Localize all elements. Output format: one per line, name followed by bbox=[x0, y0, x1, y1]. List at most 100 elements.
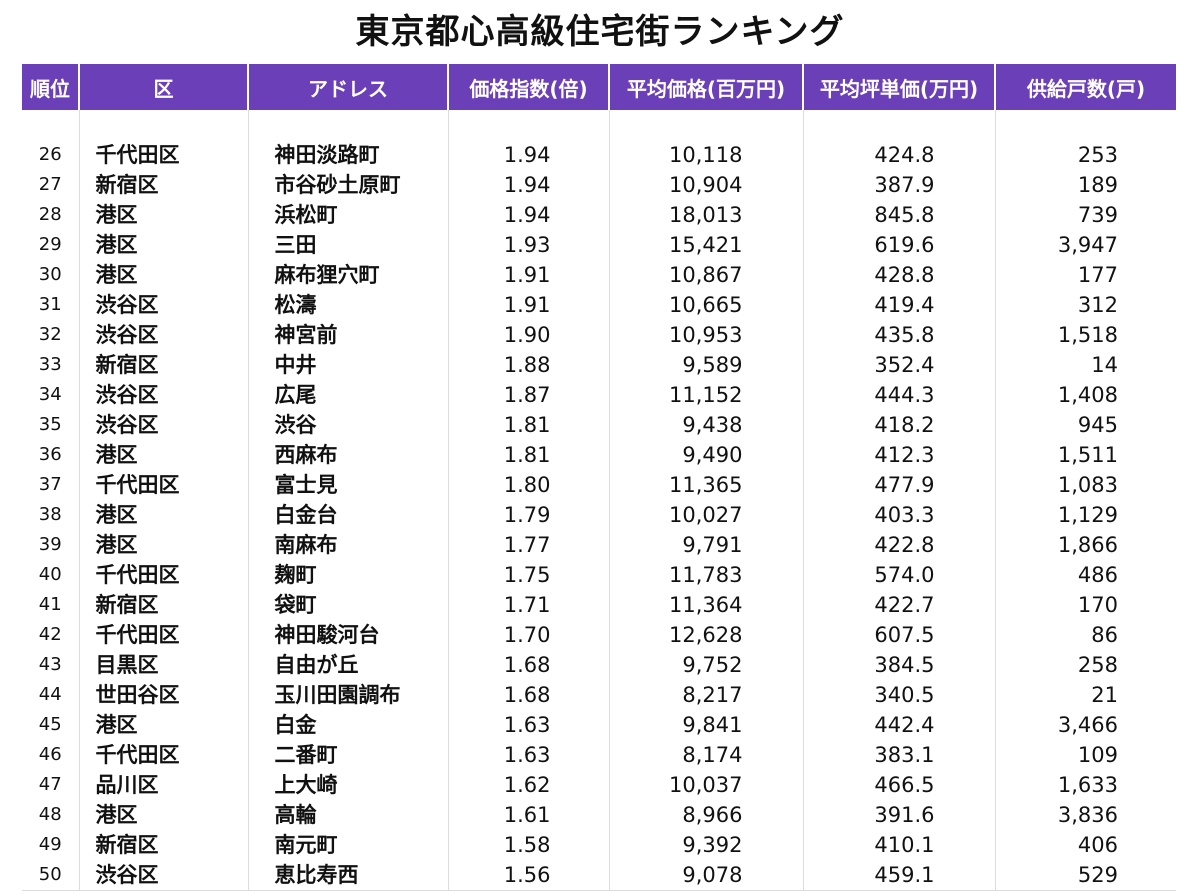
avg-tsubo-price-cell: 424.8 bbox=[802, 140, 995, 170]
address-cell: 市谷砂土原町 bbox=[247, 170, 448, 200]
table-row: 32 渋谷区 神宮前 1.90 10,953 435.8 1,518 bbox=[22, 320, 1176, 350]
avg-tsubo-price-cell: 845.8 bbox=[802, 200, 995, 230]
avg-tsubo-price-cell: 387.9 bbox=[802, 170, 995, 200]
address-cell: 高輪 bbox=[247, 800, 448, 830]
address-cell: 渋谷 bbox=[247, 410, 448, 440]
avg-price-cell: 15,421 bbox=[608, 230, 803, 260]
avg-tsubo-price-cell: 419.4 bbox=[802, 290, 995, 320]
table-row: 40 千代田区 麹町 1.75 11,783 574.0 486 bbox=[22, 560, 1176, 590]
units-cell: 253 bbox=[994, 140, 1176, 170]
avg-price-cell: 12,628 bbox=[608, 620, 803, 650]
units-cell: 109 bbox=[994, 740, 1176, 770]
units-cell: 189 bbox=[994, 170, 1176, 200]
avg-tsubo-price-cell: 619.6 bbox=[802, 230, 995, 260]
price-index-cell: 1.63 bbox=[447, 740, 609, 770]
table-row: 31 渋谷区 松濤 1.91 10,665 419.4 312 bbox=[22, 290, 1176, 320]
units-cell: 1,083 bbox=[994, 470, 1176, 500]
price-index-cell: 1.94 bbox=[447, 200, 609, 230]
avg-price-cell: 18,013 bbox=[608, 200, 803, 230]
ward-cell: 港区 bbox=[78, 500, 248, 530]
rank-cell: 41 bbox=[38, 594, 62, 615]
header-price-index: 価格指数(倍) bbox=[447, 64, 609, 110]
avg-price-cell: 9,438 bbox=[608, 410, 803, 440]
table-row: 43 目黒区 自由が丘 1.68 9,752 384.5 258 bbox=[22, 650, 1176, 680]
price-index-cell: 1.56 bbox=[447, 860, 609, 891]
avg-price-cell: 11,152 bbox=[608, 380, 803, 410]
address-cell: 富士見 bbox=[247, 470, 448, 500]
table-row: 37 千代田区 富士見 1.80 11,365 477.9 1,083 bbox=[22, 470, 1176, 500]
avg-tsubo-price-cell: 422.7 bbox=[802, 590, 995, 620]
avg-tsubo-price-cell: 340.5 bbox=[802, 680, 995, 710]
address-cell: 南麻布 bbox=[247, 530, 448, 560]
ward-cell: 港区 bbox=[78, 200, 248, 230]
table-row: 45 港区 白金 1.63 9,841 442.4 3,466 bbox=[22, 710, 1176, 740]
avg-tsubo-price-cell: 412.3 bbox=[802, 440, 995, 470]
price-index-cell: 1.77 bbox=[447, 530, 609, 560]
price-index-cell: 1.63 bbox=[447, 710, 609, 740]
price-index-cell: 1.94 bbox=[447, 140, 609, 170]
avg-tsubo-price-cell: 418.2 bbox=[802, 410, 995, 440]
address-cell: 中井 bbox=[247, 350, 448, 380]
avg-tsubo-price-cell: 428.8 bbox=[802, 260, 995, 290]
address-cell: 上大崎 bbox=[247, 770, 448, 800]
table-row: 33 新宿区 中井 1.88 9,589 352.4 14 bbox=[22, 350, 1176, 380]
ward-cell: 渋谷区 bbox=[78, 380, 248, 410]
price-index-cell: 1.58 bbox=[447, 830, 609, 860]
price-index-cell: 1.61 bbox=[447, 800, 609, 830]
avg-tsubo-price-cell: 435.8 bbox=[802, 320, 995, 350]
address-cell: 袋町 bbox=[247, 590, 448, 620]
avg-price-cell: 9,392 bbox=[608, 830, 803, 860]
avg-price-cell: 10,027 bbox=[608, 500, 803, 530]
units-cell: 945 bbox=[994, 410, 1176, 440]
price-index-cell: 1.81 bbox=[447, 440, 609, 470]
avg-tsubo-price-cell: 442.4 bbox=[802, 710, 995, 740]
table-row: 38 港区 白金台 1.79 10,027 403.3 1,129 bbox=[22, 500, 1176, 530]
page-title: 東京都心高級住宅街ランキング bbox=[355, 12, 845, 52]
units-cell: 486 bbox=[994, 560, 1176, 590]
avg-price-cell: 9,078 bbox=[608, 860, 803, 891]
address-cell: 南元町 bbox=[247, 830, 448, 860]
rank-cell: 28 bbox=[38, 204, 62, 225]
rank-cell: 35 bbox=[38, 414, 62, 435]
table-row: 34 渋谷区 広尾 1.87 11,152 444.3 1,408 bbox=[22, 380, 1176, 410]
rank-cell: 38 bbox=[38, 504, 62, 525]
address-cell: 自由が丘 bbox=[247, 650, 448, 680]
rank-cell: 29 bbox=[38, 234, 62, 255]
units-cell: 406 bbox=[994, 830, 1176, 860]
header-units: 供給戸数(戸) bbox=[994, 64, 1176, 110]
rank-cell: 27 bbox=[38, 174, 62, 195]
price-index-cell: 1.71 bbox=[447, 590, 609, 620]
table-row: 41 新宿区 袋町 1.71 11,364 422.7 170 bbox=[22, 590, 1176, 620]
ward-cell: 千代田区 bbox=[78, 560, 248, 590]
avg-price-cell: 10,904 bbox=[608, 170, 803, 200]
units-cell: 312 bbox=[994, 290, 1176, 320]
ward-cell: 渋谷区 bbox=[78, 410, 248, 440]
rank-cell: 44 bbox=[38, 684, 62, 705]
avg-tsubo-price-cell: 607.5 bbox=[802, 620, 995, 650]
units-cell: 1,633 bbox=[994, 770, 1176, 800]
ward-cell: 新宿区 bbox=[78, 350, 248, 380]
table-row: 48 港区 高輪 1.61 8,966 391.6 3,836 bbox=[22, 800, 1176, 830]
table-row: 26 千代田区 神田淡路町 1.94 10,118 424.8 253 bbox=[22, 140, 1176, 170]
table-row: 49 新宿区 南元町 1.58 9,392 410.1 406 bbox=[22, 830, 1176, 860]
table-row: 47 品川区 上大崎 1.62 10,037 466.5 1,633 bbox=[22, 770, 1176, 800]
ward-cell: 世田谷区 bbox=[78, 680, 248, 710]
rank-cell: 50 bbox=[22, 860, 79, 891]
avg-price-cell: 8,966 bbox=[608, 800, 803, 830]
avg-price-cell: 8,217 bbox=[608, 680, 803, 710]
units-cell: 1,866 bbox=[994, 530, 1176, 560]
rank-cell: 36 bbox=[38, 444, 62, 465]
rank-cell: 31 bbox=[38, 294, 62, 315]
price-index-cell: 1.80 bbox=[447, 470, 609, 500]
rank-cell: 34 bbox=[38, 384, 62, 405]
address-cell: 三田 bbox=[247, 230, 448, 260]
avg-tsubo-price-cell: 403.3 bbox=[802, 500, 995, 530]
ward-cell: 千代田区 bbox=[78, 620, 248, 650]
address-cell: 玉川田園調布 bbox=[247, 680, 448, 710]
avg-price-cell: 9,490 bbox=[608, 440, 803, 470]
avg-price-cell: 10,118 bbox=[608, 140, 803, 170]
ranking-table: 順位 区 アドレス 価格指数(倍) 平均価格(百万円) 平均坪単価(万円) 供給… bbox=[22, 64, 1176, 891]
rank-cell: 26 bbox=[38, 144, 62, 165]
units-cell: 739 bbox=[994, 200, 1176, 230]
ward-cell: 港区 bbox=[78, 230, 248, 260]
